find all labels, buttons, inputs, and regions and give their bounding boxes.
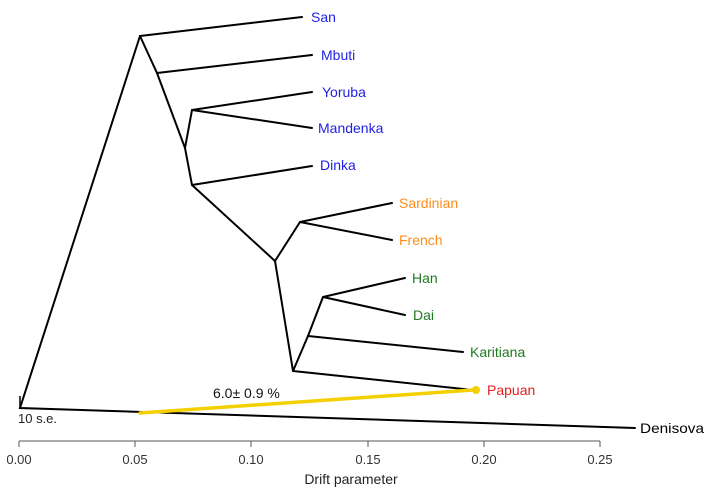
branch-nonmbuti — [156, 72, 186, 149]
branch-karitiana — [307, 335, 464, 353]
branch-san — [139, 16, 303, 37]
x-tick-label: 0.10 — [238, 452, 263, 467]
branch-mandenka — [191, 109, 313, 129]
tip-label-denisova: Denisova — [640, 420, 704, 436]
tip-label-mbuti: Mbuti — [321, 47, 355, 63]
tip-label-han: Han — [412, 270, 438, 286]
branch-sardinian — [299, 202, 393, 223]
tip-label-sardinian: Sardinian — [399, 195, 458, 211]
branch-dai — [322, 296, 406, 316]
scale-bar-label: 10 s.e. — [18, 411, 57, 426]
tip-label-papuan: Papuan — [487, 382, 535, 398]
branch-east-nonafr — [184, 147, 193, 186]
branch-yoruba — [191, 91, 313, 111]
tip-label-dinka: Dinka — [320, 157, 356, 173]
branch-papuan — [292, 370, 474, 391]
admixture-edge — [138, 388, 475, 415]
branch-asia-oceania — [274, 260, 294, 372]
x-tick-label: 0.25 — [587, 452, 612, 467]
tip-label-mandenka: Mandenka — [318, 120, 384, 136]
branch-europe — [274, 221, 301, 262]
x-axis: 0.00 0.05 0.10 0.15 0.20 0.25 Drift para… — [6, 440, 613, 487]
tip-label-french: French — [399, 232, 443, 248]
branch-mbuti — [156, 54, 313, 74]
branch-afr-trunk — [139, 35, 158, 74]
tip-label-dai: Dai — [413, 307, 434, 323]
branch-dinka — [191, 165, 313, 186]
x-tick-label: 0.00 — [6, 452, 31, 467]
branch-han — [322, 277, 406, 298]
scale-bar: 10 s.e. — [18, 396, 57, 426]
tip-label-yoruba: Yoruba — [322, 84, 366, 100]
tip-labels: San Mbuti Yoruba Mandenka Dinka Sardinia… — [311, 9, 704, 436]
admixture-endpoint-dot — [472, 386, 480, 394]
x-tick-label: 0.20 — [471, 452, 496, 467]
branch-west-african — [184, 109, 193, 149]
admixture-label: 6.0± 0.9 % — [213, 385, 280, 401]
tip-label-karitiana: Karitiana — [470, 344, 525, 360]
tip-label-san: San — [311, 9, 336, 25]
branch-nonafr — [191, 184, 276, 262]
x-axis-title: Drift parameter — [304, 471, 398, 487]
tree-branches — [18, 16, 636, 429]
branch-east-asia — [307, 296, 324, 337]
branch-french — [299, 221, 393, 241]
x-tick-label: 0.05 — [122, 452, 147, 467]
branch-asia-america — [292, 335, 309, 372]
x-tick-label: 0.15 — [355, 452, 380, 467]
